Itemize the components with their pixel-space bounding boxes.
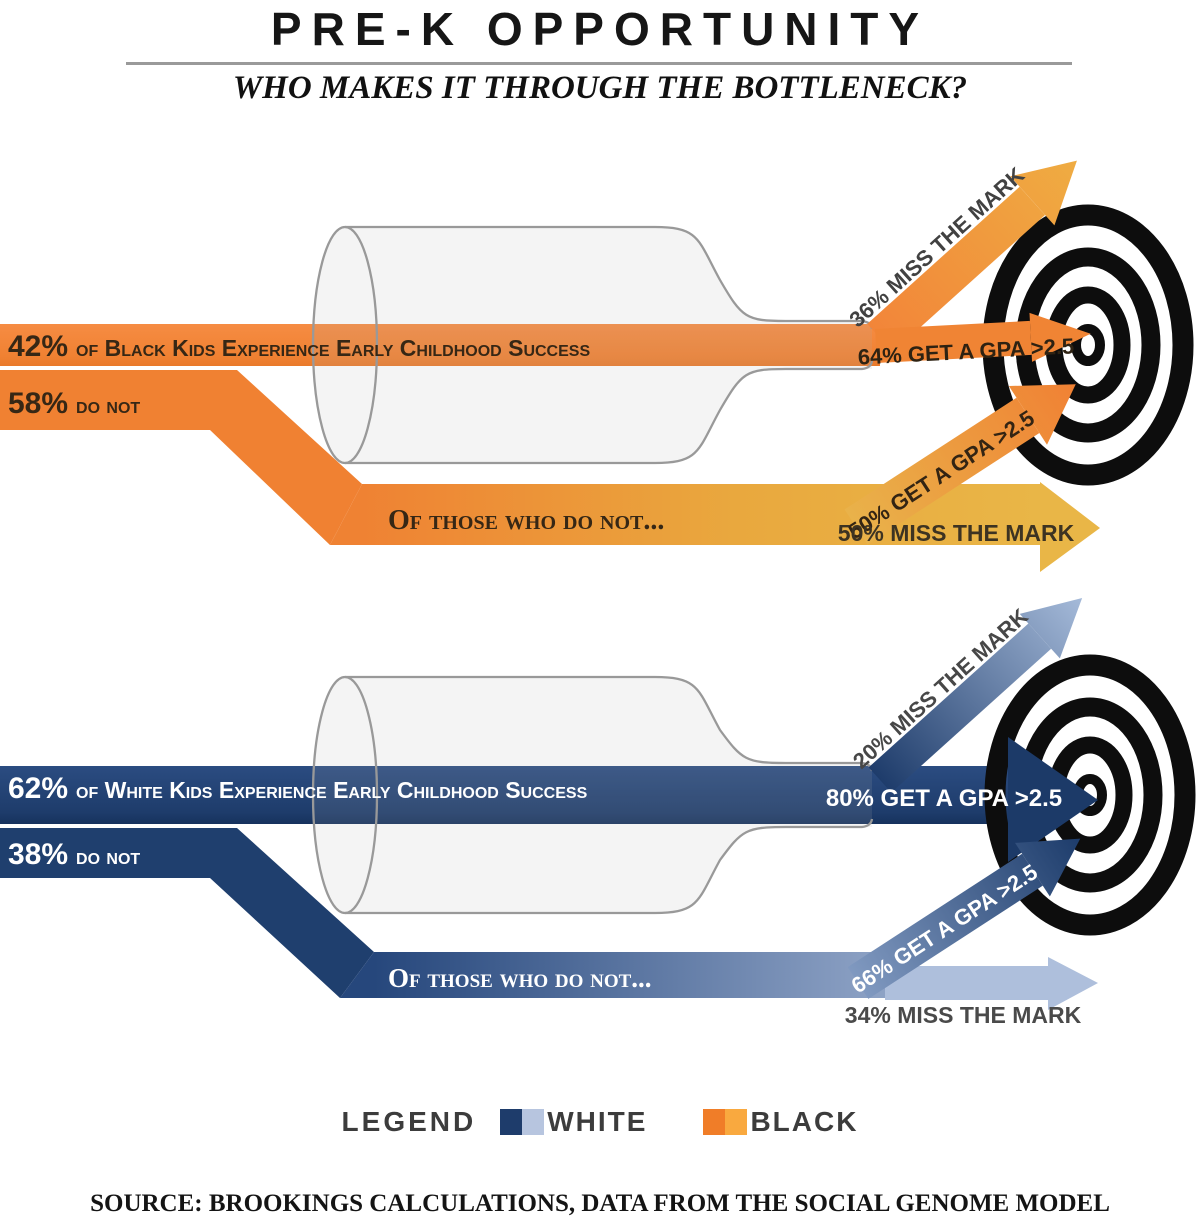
bottle-top-glass bbox=[313, 227, 872, 463]
white-do-not-ribbon bbox=[0, 828, 374, 998]
legend-swatch-black-dark bbox=[703, 1109, 726, 1135]
black-success-band bbox=[0, 324, 880, 366]
black-funnel-label: Of those who do not... bbox=[388, 505, 664, 536]
target-top-bullseye bbox=[1071, 324, 1105, 366]
legend-swatch-white-dark bbox=[500, 1109, 523, 1135]
black-do-not-label: 58% do not bbox=[8, 387, 140, 420]
title-divider bbox=[126, 62, 1072, 65]
legend-swatch-black-light bbox=[725, 1109, 748, 1135]
bottle-bottom-glass bbox=[313, 677, 872, 913]
black-hit1-arrow bbox=[875, 312, 1091, 363]
page-subtitle: WHO MAKES IT THROUGH THE BOTTLENECK? bbox=[232, 70, 968, 106]
black-do-not-ribbon bbox=[0, 370, 362, 545]
white-kids-diagram: 20% MISS THE MARK 66% GET A GPA >2.5 62%… bbox=[0, 597, 1196, 1028]
black-miss2-arrowhead bbox=[1040, 482, 1100, 572]
legend-item-white: WHITE bbox=[500, 1106, 647, 1138]
legend-swatch-white-light bbox=[522, 1109, 545, 1135]
white-miss2-label: 34% MISS THE MARK bbox=[845, 1002, 1082, 1028]
legend-item-black: BLACK bbox=[703, 1106, 858, 1138]
bottle-bottom-outline-upper bbox=[345, 675, 874, 772]
white-do-not-label: 38% do not bbox=[8, 838, 140, 871]
legend-swatch-black bbox=[703, 1109, 748, 1135]
legend-title: LEGEND bbox=[341, 1106, 477, 1137]
legend: LEGEND WHITE BLACK bbox=[0, 1106, 1200, 1138]
page-title: PRE-K OPPORTUNITY bbox=[270, 3, 930, 55]
white-miss2-arrowhead bbox=[1048, 957, 1098, 1010]
target-bottom-ring-outer bbox=[984, 654, 1196, 936]
source-credit: SOURCE: BROOKINGS CALCULATIONS, DATA FRO… bbox=[90, 1190, 1110, 1217]
white-funnel-band bbox=[340, 952, 885, 998]
legend-swatch-white bbox=[500, 1109, 545, 1135]
bottle-bottom-base bbox=[311, 675, 379, 915]
white-miss2-arrow-shaft bbox=[885, 966, 1048, 1000]
bottle-top-outline-lower bbox=[345, 360, 874, 465]
bottle-top-base bbox=[311, 225, 379, 465]
white-success-label: 62% of White Kids Experience Early Childh… bbox=[8, 772, 588, 805]
black-kids-diagram: 36% MISS THE MARK 50% GET A GPA >2.5 42%… bbox=[0, 160, 1194, 572]
black-miss2-label: 50% MISS THE MARK bbox=[838, 520, 1075, 546]
target-top bbox=[982, 204, 1194, 486]
black-success-label: 42% of Black Kids Experience Early Childh… bbox=[8, 330, 590, 363]
legend-label-black: BLACK bbox=[750, 1106, 859, 1137]
white-funnel-label: Of those who do not... bbox=[388, 963, 652, 993]
bottle-top-outline-upper bbox=[345, 225, 874, 330]
bottle-bottom-outline-lower bbox=[345, 818, 874, 915]
legend-label-white: WHITE bbox=[547, 1106, 648, 1137]
white-hit1-arrowhead bbox=[1008, 737, 1098, 862]
white-success-band bbox=[0, 766, 1012, 824]
white-hit1-label: 80% GET A GPA >2.5 bbox=[826, 785, 1062, 812]
